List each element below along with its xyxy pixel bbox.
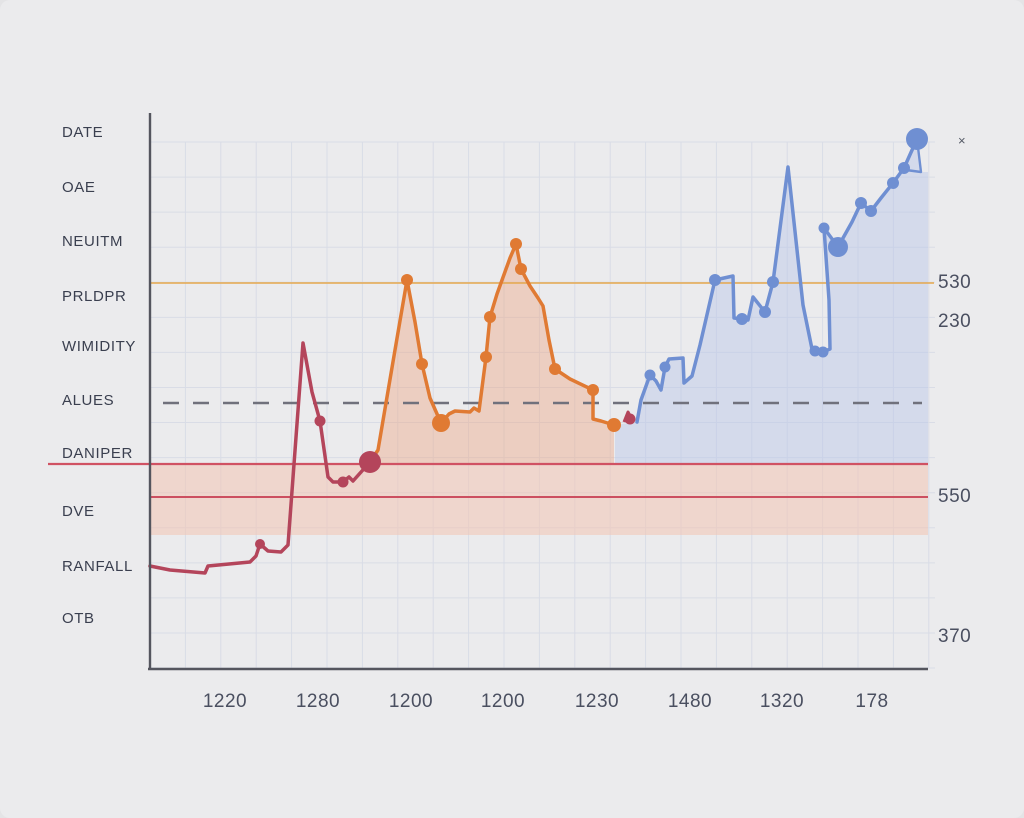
segment-blue-point xyxy=(709,274,721,286)
segment-orange-point xyxy=(401,274,413,286)
segment-orange-point xyxy=(607,418,621,432)
y-axis-label-alues: ALUES xyxy=(62,392,115,409)
segment-orange-point xyxy=(549,363,561,375)
segment-crimson-point xyxy=(255,539,265,549)
segment-orange-point xyxy=(587,384,599,396)
segment-blue-point xyxy=(818,222,830,234)
segment-orange-point xyxy=(484,311,496,323)
segment-blue-point xyxy=(828,237,848,257)
segment-crimson-point xyxy=(314,415,326,427)
y-axis-label-oae: OAE xyxy=(62,179,96,196)
segment-blue-point xyxy=(817,346,829,358)
right-tick-370: 370 xyxy=(938,626,972,647)
close-icon[interactable]: × xyxy=(958,133,966,148)
y-axis-label-date: DATE xyxy=(62,124,104,141)
x-tick-1220: 1220 xyxy=(202,691,248,712)
segment-blue-point xyxy=(736,313,748,325)
y-axis-label-otb: OTB xyxy=(62,610,95,627)
blue-endpoint-loop xyxy=(905,138,923,174)
segment-orange-point xyxy=(510,238,522,250)
right-tick-530: 530 xyxy=(938,272,972,293)
danger-band xyxy=(150,463,928,535)
x-tick-1200a: 1200 xyxy=(388,691,434,712)
right-tick-230: 230 xyxy=(938,311,972,332)
segment-blue-point xyxy=(809,345,821,357)
y-axis-label-wimidity: WIMIDITY xyxy=(62,338,136,355)
segment-crimson-point xyxy=(337,476,349,488)
transition-dot xyxy=(624,413,636,425)
x-tick-1280: 1280 xyxy=(295,691,341,712)
segment-blue-point xyxy=(855,197,867,209)
blue-area-fill xyxy=(615,139,928,463)
segment-blue-point xyxy=(659,361,671,373)
y-axis-label-dve: DVE xyxy=(62,503,95,520)
segment-orange-point xyxy=(416,358,428,370)
segment-crimson-point xyxy=(359,451,381,473)
right-tick-550: 550 xyxy=(938,486,972,507)
segment-orange-point xyxy=(515,263,527,275)
x-tick-1320: 1320 xyxy=(759,691,805,712)
segment-blue-point xyxy=(898,162,910,174)
segment-orange-point xyxy=(480,351,492,363)
y-axis-label-ranfall: RANFALL xyxy=(62,558,133,575)
x-tick-1230: 1230 xyxy=(574,691,620,712)
segment-blue-point xyxy=(767,276,779,288)
y-axis-label-daniper: DANIPER xyxy=(62,445,133,462)
orange-area-fill xyxy=(370,244,614,463)
segment-orange-point xyxy=(432,414,450,432)
x-tick-1200b: 1200 xyxy=(480,691,526,712)
y-axis-label-prldpr: PRLDPR xyxy=(62,288,127,305)
y-axis-label-neuitm: NEUITM xyxy=(62,233,124,250)
segment-blue-point xyxy=(644,369,656,381)
segment-blue-point xyxy=(906,128,928,150)
x-tick-1480: 1480 xyxy=(667,691,713,712)
segment-blue-point xyxy=(865,205,877,217)
segment-blue-point xyxy=(887,177,899,189)
segment-blue-point xyxy=(759,306,771,318)
x-tick-178: 178 xyxy=(855,691,889,712)
